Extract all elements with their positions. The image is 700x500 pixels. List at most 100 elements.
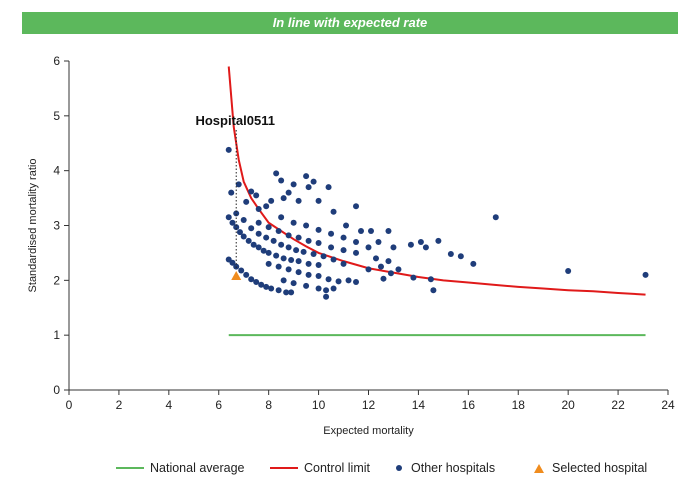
other-hospital-point[interactable] [278,241,285,248]
other-hospital-point[interactable] [330,208,337,215]
other-hospital-point[interactable] [353,238,360,245]
other-hospital-point[interactable] [270,237,277,244]
other-hospital-point[interactable] [263,234,270,241]
other-hospital-point[interactable] [353,249,360,256]
other-hospital-point[interactable] [300,248,307,255]
other-hospital-point[interactable] [295,269,302,276]
other-hospital-point[interactable] [265,260,272,267]
other-hospital-point[interactable] [255,244,262,251]
other-hospital-point[interactable] [372,255,379,262]
other-hospital-point[interactable] [250,241,257,248]
other-hospital-point[interactable] [315,197,322,204]
other-hospital-point[interactable] [330,285,337,292]
other-hospital-point[interactable] [295,258,302,265]
other-hospital-point[interactable] [238,267,245,274]
selected-hospital-marker[interactable] [231,270,242,280]
other-hospital-point[interactable] [243,271,250,278]
other-hospital-point[interactable] [353,278,360,285]
other-hospital-point[interactable] [285,266,292,273]
other-hospital-point[interactable] [295,197,302,204]
other-hospital-point[interactable] [303,282,310,289]
other-hospital-point[interactable] [305,184,312,191]
other-hospital-point[interactable] [268,197,275,204]
other-hospital-point[interactable] [303,222,310,229]
other-hospital-point[interactable] [248,188,255,195]
other-hospital-point[interactable] [278,177,285,184]
other-hospital-point[interactable] [335,278,342,285]
other-hospital-point[interactable] [273,252,280,259]
other-hospital-point[interactable] [263,283,270,290]
other-hospital-point[interactable] [340,234,347,241]
other-hospital-point[interactable] [410,274,417,281]
other-hospital-point[interactable] [340,247,347,254]
other-hospital-point[interactable] [233,224,240,231]
legend-control-limit[interactable]: Control limit [270,456,370,480]
other-hospital-point[interactable] [305,237,312,244]
other-hospital-point[interactable] [328,230,335,237]
other-hospital-point[interactable] [310,251,317,258]
other-hospital-point[interactable] [240,233,247,240]
other-hospital-point[interactable] [345,277,352,284]
other-hospital-point[interactable] [243,198,250,205]
other-hospital-point[interactable] [229,219,236,226]
other-hospital-point[interactable] [275,227,282,234]
other-hospital-point[interactable] [565,268,572,275]
other-hospital-point[interactable] [323,293,330,300]
other-hospital-point[interactable] [255,219,262,226]
other-hospital-point[interactable] [365,266,372,273]
other-hospital-point[interactable] [233,210,240,217]
other-hospital-point[interactable] [395,266,402,273]
other-hospital-point[interactable] [642,271,649,278]
other-hospital-point[interactable] [290,181,297,188]
other-hospital-point[interactable] [268,285,275,292]
legend-national-average[interactable]: National average [116,456,245,480]
other-hospital-point[interactable] [278,214,285,221]
other-hospital-point[interactable] [492,214,499,221]
other-hospital-point[interactable] [228,189,235,196]
other-hospital-point[interactable] [315,285,322,292]
other-hospital-point[interactable] [435,237,442,244]
legend-other-hospitals[interactable]: Other hospitals [388,456,495,480]
other-hospital-point[interactable] [236,229,243,236]
other-hospital-point[interactable] [328,244,335,251]
other-hospital-point[interactable] [310,178,317,185]
other-hospital-point[interactable] [263,203,270,210]
other-hospital-point[interactable] [253,278,260,285]
other-hospital-point[interactable] [315,226,322,233]
other-hospital-point[interactable] [283,289,290,296]
other-hospital-point[interactable] [422,244,429,251]
other-hospital-point[interactable] [387,270,394,277]
other-hospital-point[interactable] [285,189,292,196]
other-hospital-point[interactable] [275,287,282,294]
other-hospital-point[interactable] [427,276,434,283]
other-hospital-point[interactable] [248,276,255,283]
other-hospital-point[interactable] [380,275,387,282]
other-hospital-point[interactable] [258,281,265,288]
other-hospital-point[interactable] [330,256,337,263]
other-hospital-point[interactable] [253,192,260,199]
other-hospital-point[interactable] [385,227,392,234]
other-hospital-point[interactable] [273,170,280,177]
other-hospital-point[interactable] [325,276,332,283]
other-hospital-point[interactable] [340,260,347,267]
other-hospital-point[interactable] [430,287,437,294]
other-hospital-point[interactable] [417,238,424,245]
other-hospital-point[interactable] [358,227,365,234]
other-hospital-point[interactable] [365,244,372,251]
other-hospital-point[interactable] [305,271,312,278]
other-hospital-point[interactable] [225,214,232,221]
other-hospital-point[interactable] [457,253,464,260]
other-hospital-point[interactable] [305,260,312,267]
other-hospital-point[interactable] [315,261,322,268]
other-hospital-point[interactable] [280,195,287,202]
other-hospital-point[interactable] [315,272,322,279]
other-hospital-point[interactable] [303,173,310,180]
other-hospital-point[interactable] [390,244,397,251]
other-hospital-point[interactable] [275,263,282,270]
other-hospital-point[interactable] [288,257,295,264]
other-hospital-point[interactable] [385,258,392,265]
other-hospital-point[interactable] [447,251,454,258]
other-hospital-point[interactable] [248,225,255,232]
other-hospital-point[interactable] [240,217,247,224]
other-hospital-point[interactable] [280,277,287,284]
